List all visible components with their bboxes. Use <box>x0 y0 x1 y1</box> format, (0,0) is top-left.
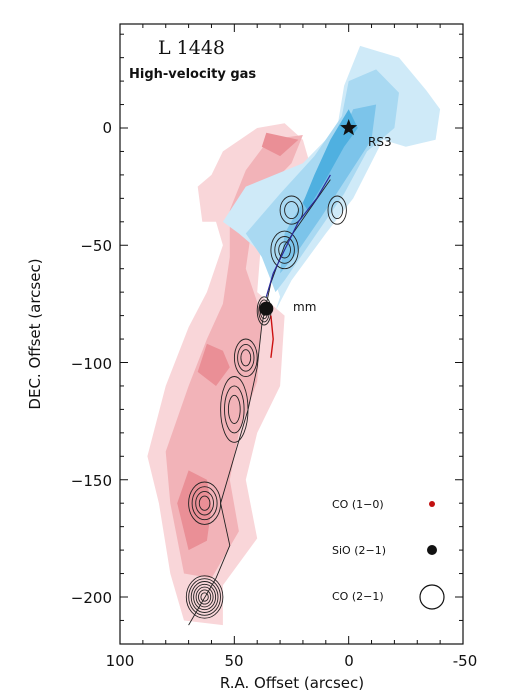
y-axis-label: DEC. Offset (arcsec) <box>26 258 44 409</box>
contour-knot-south <box>190 581 219 613</box>
contour-knot-f <box>284 201 299 220</box>
sio-contours <box>185 174 347 626</box>
chart-title: L 1448 <box>158 37 225 59</box>
legend-co-1-0-beam <box>429 501 435 507</box>
contour-knot-south <box>185 575 224 619</box>
red-lobe-core-mid <box>197 343 230 386</box>
contour-knot-g <box>331 201 344 220</box>
x-tick-label-50: 50 <box>224 652 243 670</box>
red-lobe-core-north <box>261 132 299 157</box>
y-tick-label-minus100: −100 <box>71 355 112 373</box>
contour-knot-e <box>278 241 291 259</box>
y-tick-label-minus150: −150 <box>71 472 112 490</box>
contour-knot-south <box>195 586 214 608</box>
legend-co-1-0-label: CO (1−0) <box>332 498 384 511</box>
x-axis-label: R.A. Offset (arcsec) <box>220 674 364 692</box>
contour-knot-g <box>327 195 347 225</box>
blue-lobe-level-3 <box>280 104 377 274</box>
contour-knot-b <box>198 495 211 511</box>
red-lobe-core-south <box>177 470 212 551</box>
plot-frame <box>119 23 464 645</box>
contour-knot-south <box>200 592 209 602</box>
contour-knot-d <box>237 343 255 372</box>
mm-label: mm <box>293 300 316 314</box>
contour-knot-south <box>198 589 212 605</box>
contour-knot-south <box>188 578 221 616</box>
legend-co-2-1-label: CO (2−1) <box>332 590 384 603</box>
contour-knot-d <box>240 349 252 367</box>
legend-sio-2-1-label: SiO (2−1) <box>332 544 386 557</box>
contour-knot-c <box>224 385 245 434</box>
y-tick-label-minus50: −50 <box>80 237 112 255</box>
contour-knot-e <box>270 230 299 270</box>
y-tick-label-minus200: −200 <box>71 589 112 607</box>
mm-source-marker <box>259 301 274 316</box>
contour-knot-b <box>195 490 214 516</box>
contour-knot-d <box>233 338 258 378</box>
contour-jet-outline <box>188 179 331 626</box>
legend-co-2-1-beam <box>419 584 445 610</box>
contour-knot-f <box>279 195 304 225</box>
contour-blue-jet <box>265 174 331 297</box>
contour-knot-c <box>227 394 241 424</box>
contour-knot-b <box>191 486 218 521</box>
rs3-label: RS3 <box>368 135 392 149</box>
x-tick-label-0: 0 <box>344 652 354 670</box>
x-tick-label-minus50: -50 <box>453 652 478 670</box>
legend-sio-2-1-beam <box>427 545 437 555</box>
x-tick-label-100: 100 <box>106 652 135 670</box>
contour-red-jet <box>270 315 274 358</box>
contour-knot-south <box>193 583 217 611</box>
contour-knot-e <box>274 236 295 264</box>
y-tick-label-0: 0 <box>102 119 112 137</box>
chart-subtitle: High-velocity gas <box>129 67 256 82</box>
axis-ticks <box>119 24 464 644</box>
rs3-star-marker <box>340 119 358 136</box>
